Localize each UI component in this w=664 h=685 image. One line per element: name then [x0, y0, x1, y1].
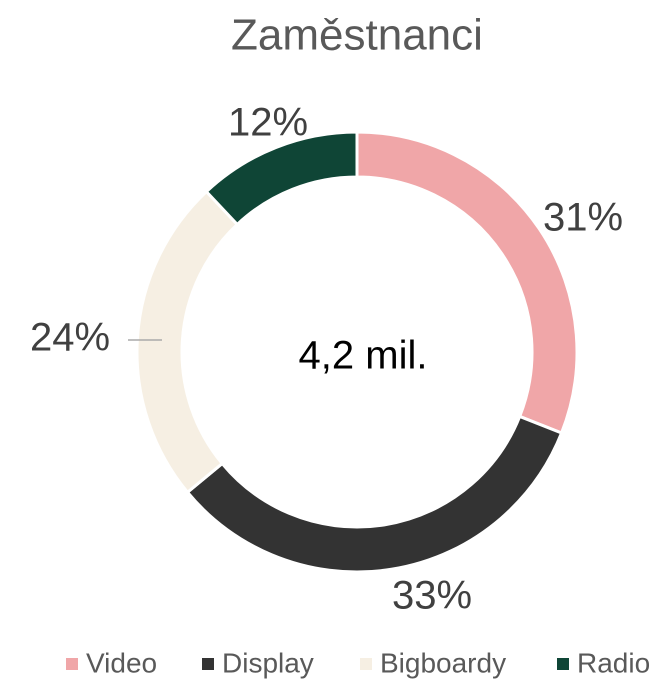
data-label: 24%	[30, 316, 110, 360]
data-label: 33%	[392, 574, 472, 618]
legend-swatch	[360, 658, 372, 670]
donut-segment	[135, 189, 240, 495]
data-label: 31%	[543, 196, 623, 240]
center-label: 4,2 mil.	[299, 334, 428, 378]
legend-label: Video	[86, 647, 157, 678]
legend-label: Bigboardy	[380, 647, 506, 678]
donut-segment	[355, 130, 579, 435]
legend-swatch	[557, 658, 569, 670]
chart-title: Zaměstnanci	[231, 11, 483, 60]
data-label: 12%	[228, 101, 308, 145]
legend-label: Display	[222, 647, 314, 678]
legend-swatch	[66, 658, 78, 670]
legend-swatch	[202, 658, 214, 670]
donut-segment	[204, 130, 359, 227]
donut-segment	[185, 414, 564, 574]
legend-label: Radio	[577, 647, 650, 678]
